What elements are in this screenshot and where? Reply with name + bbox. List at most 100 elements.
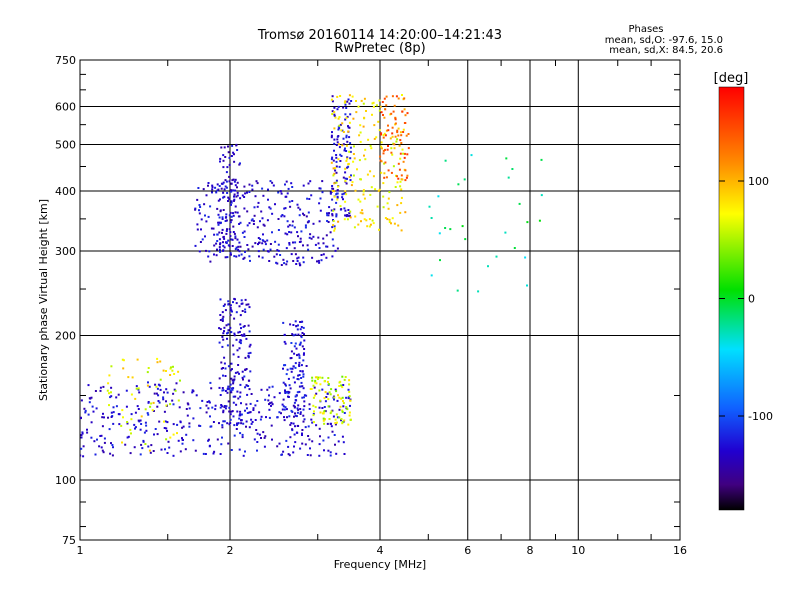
- data-point: [254, 242, 257, 245]
- data-point: [297, 333, 300, 336]
- data-point: [288, 224, 291, 227]
- data-point: [156, 357, 159, 360]
- data-point: [344, 190, 347, 193]
- data-point: [319, 411, 322, 414]
- data-point: [285, 263, 288, 266]
- data-point: [84, 411, 87, 414]
- data-point: [234, 248, 237, 251]
- data-point: [298, 356, 301, 359]
- data-point: [307, 425, 310, 428]
- data-point: [387, 207, 390, 210]
- data-point: [205, 411, 208, 414]
- data-point: [350, 174, 352, 177]
- data-point: [239, 395, 242, 398]
- data-point: [309, 447, 311, 450]
- data-point: [288, 391, 291, 394]
- data-point: [299, 237, 302, 240]
- data-point: [374, 188, 377, 191]
- data-point: [217, 188, 220, 191]
- data-point: [383, 97, 386, 100]
- data-point: [284, 364, 287, 367]
- data-point: [301, 442, 304, 445]
- data-point: [334, 418, 337, 421]
- data-point: [133, 423, 136, 426]
- data-point: [112, 422, 115, 425]
- data-point: [191, 391, 194, 394]
- data-point: [348, 121, 351, 124]
- data-point: [338, 124, 341, 127]
- data-point: [337, 220, 340, 223]
- data-point: [212, 227, 215, 230]
- data-point: [248, 411, 251, 414]
- data-point: [102, 451, 105, 454]
- data-point: [368, 225, 371, 228]
- data-point: [166, 391, 169, 394]
- data-point: [236, 424, 238, 426]
- data-point: [254, 404, 257, 407]
- data-point: [103, 416, 105, 419]
- chart-subtitle: RwPretec (8p): [334, 41, 425, 56]
- data-point: [333, 225, 336, 228]
- data-point: [237, 331, 240, 334]
- data-point: [295, 347, 298, 350]
- data-point: [347, 209, 350, 211]
- data-point: [323, 422, 326, 425]
- data-point: [261, 242, 264, 245]
- data-point: [292, 260, 295, 262]
- data-point: [406, 153, 409, 156]
- data-point: [155, 385, 158, 388]
- data-point: [370, 186, 373, 189]
- data-point: [306, 244, 309, 247]
- data-point: [285, 180, 288, 183]
- data-point: [333, 434, 336, 436]
- data-point: [215, 242, 218, 245]
- data-point: [237, 397, 240, 400]
- data-point: [211, 191, 213, 194]
- data-point: [292, 404, 295, 407]
- data-point: [82, 445, 85, 448]
- y-tick-label: 75: [62, 534, 76, 547]
- data-point: [186, 402, 189, 405]
- data-point: [249, 343, 252, 346]
- data-point: [238, 341, 241, 344]
- data-point: [258, 241, 261, 244]
- data-point: [287, 445, 290, 448]
- data-point: [399, 180, 402, 183]
- data-point: [276, 249, 279, 252]
- data-point: [277, 218, 280, 220]
- data-point: [323, 380, 326, 383]
- data-point: [224, 367, 227, 370]
- data-point: [336, 189, 339, 192]
- data-point: [337, 117, 340, 120]
- data-point: [84, 409, 87, 412]
- data-point: [233, 255, 236, 258]
- data-point: [344, 200, 347, 203]
- data-point: [245, 337, 248, 340]
- data-point: [348, 150, 351, 153]
- data-point: [317, 378, 319, 380]
- data-point: [141, 447, 144, 450]
- data-point: [222, 315, 225, 318]
- data-point: [238, 305, 241, 308]
- data-point: [248, 388, 251, 391]
- data-point: [363, 116, 366, 119]
- data-point: [347, 130, 350, 133]
- data-point: [303, 333, 305, 336]
- data-point: [226, 344, 229, 347]
- data-point: [294, 395, 297, 398]
- data-point: [110, 442, 112, 445]
- data-point: [231, 238, 234, 241]
- data-point: [239, 323, 242, 326]
- data-point: [238, 448, 241, 451]
- data-point: [213, 450, 216, 453]
- data-point: [330, 158, 333, 161]
- data-point: [222, 420, 225, 423]
- data-point: [230, 387, 233, 390]
- data-point: [207, 215, 210, 218]
- data-point: [220, 146, 223, 149]
- data-point: [227, 329, 230, 332]
- data-point: [145, 424, 148, 427]
- data-point: [305, 394, 308, 397]
- data-point: [244, 368, 247, 371]
- data-point: [401, 178, 404, 181]
